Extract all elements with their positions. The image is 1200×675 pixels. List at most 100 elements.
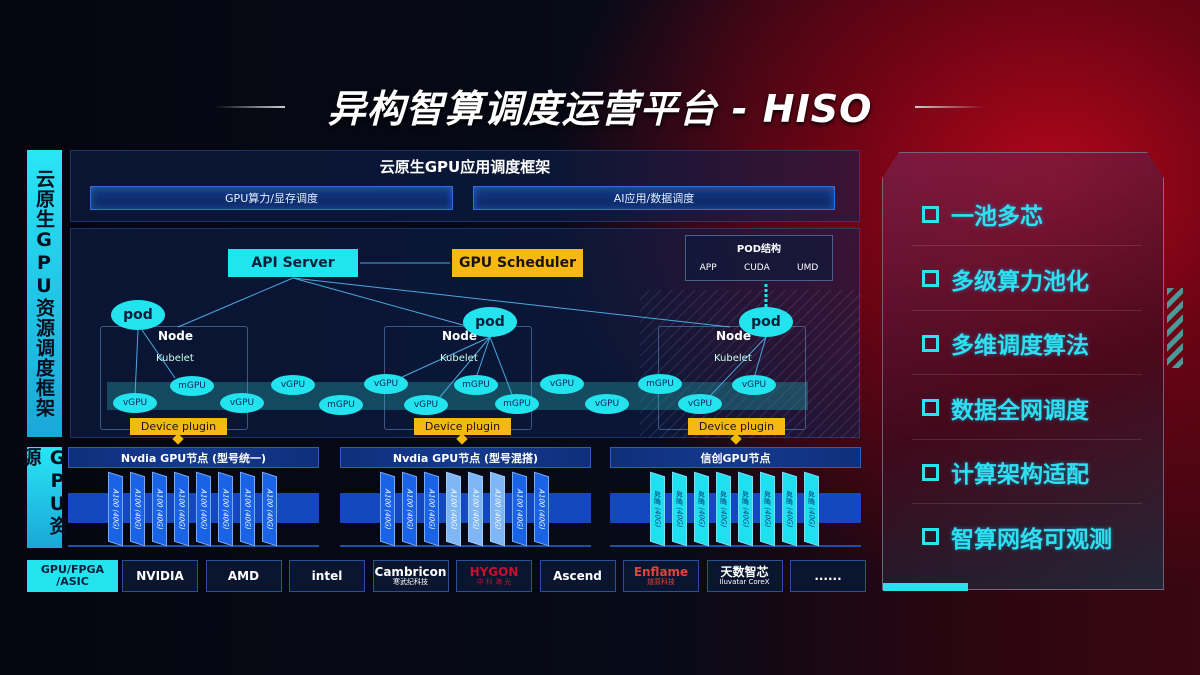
virtual-gpu-vgpu: vGPU — [364, 374, 408, 394]
gpu-node-header: Nvdia GPU节点 (型号统一) — [68, 447, 319, 468]
gpu-card: 昇腾 (40G) — [694, 471, 709, 547]
gpu-card: A100 (40G) — [424, 471, 439, 547]
gpu-card: A100 (40G) — [534, 471, 549, 547]
vendor-name: 天数智芯 — [720, 565, 769, 580]
framework-title: 云原生GPU应用调度框架 — [379, 158, 551, 176]
panel-decor-bar — [883, 583, 968, 591]
feature-item: 数据全网调度 — [922, 391, 1089, 425]
checkbox-icon — [922, 399, 939, 416]
node-label: Node — [442, 329, 478, 343]
divider — [912, 245, 1142, 246]
divider — [912, 309, 1142, 311]
vendor-name: intel — [311, 568, 343, 583]
vendor-logo-3: Cambricon 寒武纪科技 — [372, 560, 449, 592]
divider — [912, 438, 1142, 440]
gpu-card: A100 (40G) — [402, 471, 417, 547]
gpu-card: A100 (40G) — [262, 471, 277, 547]
kubelet-label: Kubelet — [714, 353, 752, 364]
pod-item-umd: UMD — [797, 263, 819, 273]
title-decor-left — [215, 106, 285, 108]
checkbox-icon — [922, 205, 939, 223]
vendor-name: Enflame — [633, 565, 689, 580]
virtual-gpu-mgpu: mGPU — [638, 374, 682, 394]
virtual-gpu-mgpu: mGPU — [495, 394, 539, 414]
vendor-logo-4: HYGON 中 科 海 光 — [456, 560, 532, 592]
gpu-card: A100 (40G) — [490, 471, 505, 547]
virtual-gpu-vgpu: vGPU — [113, 393, 157, 413]
vendor-subtitle: 寒武纪科技 — [393, 577, 428, 586]
virtual-gpu-mgpu: mGPU — [454, 375, 498, 395]
vendor-row-label: GPU/FPGA /ASIC — [27, 560, 118, 592]
virtual-gpu-vgpu: vGPU — [540, 374, 584, 394]
panel-decor-stripes — [1167, 288, 1183, 368]
pod: pod — [739, 307, 793, 337]
kubelet-label: Kubelet — [440, 353, 478, 364]
gpu-node-board — [340, 493, 591, 523]
feature-label: 智算网络可观测 — [951, 526, 1112, 553]
feature-panel — [882, 152, 1164, 590]
feature-label: 计算架构适配 — [951, 462, 1089, 488]
gpu-card: A100 (40G) — [108, 471, 123, 547]
vendor-name: AMD — [227, 568, 260, 583]
gpu-node-base — [68, 545, 319, 547]
vendor-subtitle: 燧原科技 — [647, 577, 675, 586]
gpu-card: A100 (40G) — [152, 471, 167, 547]
pod: pod — [111, 300, 165, 330]
gpu-card: A100 (40G) — [446, 471, 461, 547]
feature-item: 一池多芯 — [922, 197, 1043, 231]
api-server-box: API Server — [228, 249, 358, 277]
pod-item-cuda: CUDA — [743, 263, 770, 273]
virtual-gpu-vgpu: vGPU — [585, 394, 629, 414]
gpu-card: 昇腾 (40G) — [760, 471, 775, 547]
gpu-node-board — [68, 493, 319, 523]
vendor-subtitle: Iluvatar CoreX — [719, 577, 770, 586]
gpu-node-header: 信创GPU节点 — [610, 447, 861, 468]
gpu-card: 昇腾 (40G) — [716, 471, 731, 547]
gpu-card: 昇腾 (40G) — [672, 471, 687, 547]
device-plugin-box: Device plugin — [414, 418, 511, 435]
gpu-node-board — [610, 493, 861, 523]
device-plugin-box: Device plugin — [130, 418, 227, 435]
virtual-gpu-vgpu: vGPU — [678, 394, 722, 414]
checkbox-icon — [922, 270, 939, 287]
virtual-gpu-vgpu: vGPU — [404, 395, 448, 415]
virtual-gpu-vgpu: vGPU — [732, 375, 776, 395]
vendor-name: HYGON — [469, 565, 519, 580]
pod: pod — [463, 307, 517, 337]
feature-label: 一池多芯 — [951, 204, 1043, 230]
checkbox-icon — [922, 463, 939, 481]
gpu-card: A100 (40G) — [240, 471, 255, 547]
gpu-card: A100 (40G) — [196, 471, 211, 547]
vendor-logo-7: 天数智芯 Iluvatar CoreX — [706, 560, 783, 592]
vendor-subtitle: 中 科 海 光 — [476, 577, 512, 586]
vendor-name: Ascend — [553, 568, 602, 583]
gpu-card: A100 (40G) — [218, 471, 233, 547]
feature-item: 计算架构适配 — [922, 455, 1089, 489]
gpu-card: 昇腾 (40G) — [738, 471, 753, 547]
gpu-node-base — [610, 545, 861, 547]
page-title: 异构智算调度运营平台 - HISO — [327, 87, 873, 131]
virtual-gpu-vgpu: vGPU — [271, 375, 315, 395]
feature-item: 多维调度算法 — [922, 326, 1089, 360]
vendor-logo-8: ...... — [790, 560, 866, 592]
vendor-logo-0: NVIDIA — [122, 560, 198, 592]
gpu-card: 昇腾 (40G) — [804, 471, 819, 547]
gpu-node-header: Nvdia GPU节点 (型号混搭) — [340, 447, 591, 468]
gpu-card: A100 (40G) — [130, 471, 145, 547]
feature-item: 智算网络可观测 — [922, 520, 1112, 554]
virtual-gpu-mgpu: mGPU — [319, 395, 363, 415]
gpu-node-base — [340, 545, 591, 547]
gpu-card: A100 (40G) — [468, 471, 483, 547]
divider — [912, 374, 1142, 375]
pod-structure-title: POD结构 — [736, 244, 782, 255]
gpu-card: A100 (40G) — [174, 471, 189, 547]
checkbox-icon — [922, 528, 939, 545]
pod-item-app: APP — [699, 263, 717, 273]
gpu-compute-scheduling-box: GPU算力/显存调度 — [90, 186, 453, 210]
kubelet-label: Kubelet — [156, 353, 194, 364]
vendor-name: Cambricon — [374, 565, 447, 580]
vendor-logo-1: AMD — [205, 560, 282, 592]
vendor-logo-2: intel — [289, 560, 365, 592]
virtual-gpu-vgpu: vGPU — [220, 393, 264, 413]
vendor-name: ...... — [814, 568, 842, 583]
